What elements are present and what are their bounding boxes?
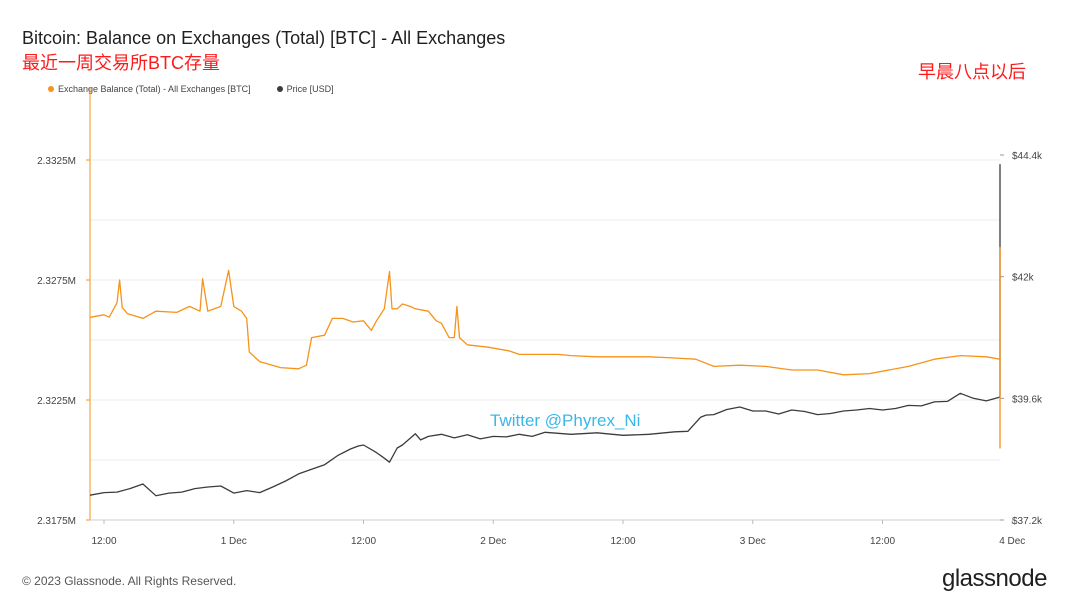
x-tick-label-3: 2 Dec bbox=[480, 536, 506, 547]
twitter-watermark: Twitter @Phyrex_Ni bbox=[490, 411, 640, 430]
y-right-tick-label-3: $44.4k bbox=[1012, 151, 1043, 162]
legend-item-price[interactable]: Price [USD] bbox=[276, 84, 334, 94]
series-line-price bbox=[89, 163, 1001, 497]
x-axis-ticks: 12:00 1 Dec 12:00 2 Dec 12:00 3 Dec 12:00 4 Dec… bbox=[91, 520, 1025, 547]
gridlines bbox=[90, 159, 1000, 461]
y-left-tick-label-3: 2.3325M bbox=[37, 156, 76, 167]
glassnode-logo: glassnode bbox=[942, 565, 1047, 592]
y-left-tick-label-1: 2.3225M bbox=[37, 396, 76, 407]
y-axis-left-ticks: 2.3175M 2.3225M 2.3275M 2.3325M bbox=[37, 156, 90, 527]
y-right-tick-label-0: $37.2k bbox=[1012, 516, 1043, 527]
legend-dot-price bbox=[276, 86, 283, 92]
x-tick-label-6: 12:00 bbox=[870, 536, 895, 547]
x-tick-label-5: 3 Dec bbox=[740, 536, 766, 547]
legend-item-balance[interactable]: Exchange Balance (Total) - All Exchanges… bbox=[48, 84, 251, 94]
legend: Exchange Balance (Total) - All Exchanges… bbox=[48, 84, 334, 94]
legend-dot-balance bbox=[48, 86, 54, 92]
y-right-tick-label-1: $39.6k bbox=[1012, 394, 1043, 405]
x-tick-label-0: 12:00 bbox=[91, 536, 116, 547]
y-axis-right-ticks: $37.2k $39.6k $42k $44.4k bbox=[1000, 151, 1043, 527]
x-tick-label-2: 12:00 bbox=[351, 536, 376, 547]
series-line-balance bbox=[89, 246, 1001, 449]
x-tick-label-4: 12:00 bbox=[610, 536, 635, 547]
y-left-tick-label-2: 2.3275M bbox=[37, 276, 76, 287]
legend-label-price: Price [USD] bbox=[286, 84, 334, 94]
highlight-annotation: 早晨八点以后 bbox=[918, 62, 1026, 82]
y-left-tick-label-0: 2.3175M bbox=[37, 516, 76, 527]
y-right-tick-label-2: $42k bbox=[1012, 273, 1035, 284]
chart-title: Bitcoin: Balance on Exchanges (Total) [B… bbox=[22, 28, 506, 48]
chart-subtitle-annotation: 最近一周交易所BTC存量 bbox=[22, 53, 220, 73]
x-tick-label-1: 1 Dec bbox=[221, 536, 247, 547]
legend-label-balance: Exchange Balance (Total) - All Exchanges… bbox=[58, 84, 251, 94]
copyright-footer: © 2023 Glassnode. All Rights Reserved. bbox=[22, 574, 237, 588]
x-tick-label-7: 4 Dec bbox=[999, 536, 1025, 547]
